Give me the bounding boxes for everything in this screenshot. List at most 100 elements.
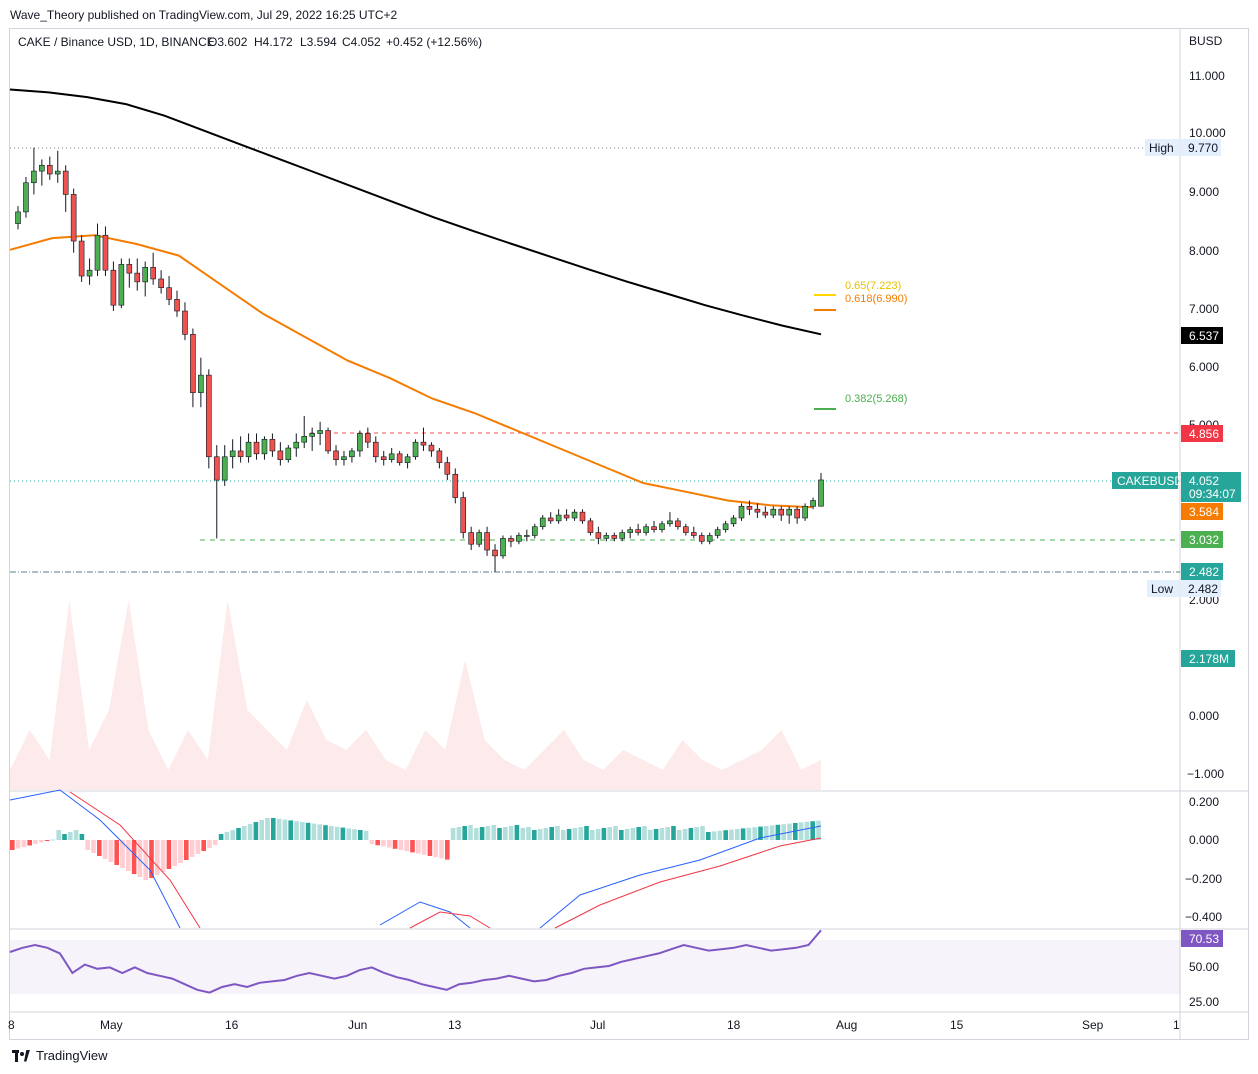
macd-histogram-bar	[601, 828, 607, 840]
macd-histogram-bar	[236, 828, 241, 840]
macd-histogram-bar	[317, 824, 322, 840]
macd-histogram-bar	[56, 830, 61, 840]
macd-histogram-bar	[485, 826, 491, 840]
macd-histogram-bar	[427, 840, 433, 856]
macd-histogram-bar	[804, 821, 810, 840]
macd-histogram-bar	[114, 840, 119, 865]
candle-body	[778, 508, 785, 516]
macd-histogram-bar	[578, 827, 583, 840]
rsi-line	[9, 929, 822, 994]
candle-body	[182, 310, 188, 335]
candle-body	[571, 511, 578, 519]
candle-body	[325, 430, 331, 452]
candle-body	[253, 441, 260, 455]
macd-histogram-bar	[68, 832, 73, 840]
candle-body	[786, 508, 792, 516]
macd-histogram-bar	[178, 840, 183, 863]
candle-body	[309, 433, 315, 437]
candle-body	[39, 164, 45, 172]
macd-histogram-bar	[201, 840, 206, 851]
macd-histogram-bar	[120, 840, 125, 868]
macd-histogram-bar	[746, 827, 752, 840]
candle-body	[810, 500, 816, 507]
candle-body	[563, 514, 570, 519]
ema200-tag: 6.537	[1189, 329, 1219, 343]
price-tick: 10.000	[1189, 126, 1226, 140]
price-tick: 8.000	[1189, 244, 1219, 258]
candle-body	[730, 517, 737, 525]
tradingview-logo[interactable]: TradingView	[12, 1048, 108, 1063]
macd-histogram-bar	[798, 822, 804, 840]
macd-histogram-bar	[363, 830, 369, 840]
ema-fast-line	[9, 234, 813, 509]
legend-symbol: CAKE / Binance USD, 1D, BINANCE	[18, 35, 215, 49]
macd-histogram-bar	[387, 840, 392, 848]
candle-body	[627, 529, 633, 533]
macd-histogram-bar	[723, 830, 728, 840]
candle-body	[587, 520, 594, 533]
candle-body	[134, 272, 141, 283]
macd-histogram-bar	[224, 832, 230, 840]
macd-histogram-bar	[253, 822, 259, 840]
price-tick: 6.000	[1189, 360, 1219, 374]
candle-body	[190, 334, 196, 393]
macd-histogram-bar	[329, 826, 334, 840]
candle-body	[142, 266, 149, 283]
publish-caption: Wave_Theory published on TradingView.com…	[10, 8, 398, 22]
fib-0618-label: 0.618(6.990)	[845, 293, 907, 305]
candle-body	[293, 441, 300, 449]
rsi-tag: 70.53	[1189, 932, 1219, 946]
macd-histogram-bar	[230, 830, 235, 840]
macd-histogram-bar	[775, 824, 781, 840]
ema200-tag-bg	[1181, 327, 1223, 344]
macd-histogram-bar	[752, 827, 757, 840]
macd-histogram-bar	[659, 828, 665, 840]
tradingview-logo-icon	[12, 1049, 30, 1062]
resistance-tag-bg	[1181, 425, 1223, 442]
macd-histogram-bar	[311, 823, 317, 840]
macd-histogram-bar	[456, 827, 462, 840]
candle-body	[539, 517, 546, 528]
time-tick: 18	[727, 1018, 741, 1032]
macd-histogram-bar	[398, 840, 404, 850]
macd-histogram-bar	[682, 829, 688, 840]
candle-body	[86, 269, 93, 277]
price-tick: 11.000	[1189, 69, 1225, 83]
macd-histogram-bar	[624, 829, 630, 840]
macd-histogram-bar	[131, 840, 137, 874]
signal-line	[409, 911, 491, 929]
macd-histogram-bar	[143, 840, 148, 880]
macd-histogram-bar	[508, 826, 514, 840]
candle-body	[174, 299, 180, 312]
macd-histogram-bar	[781, 824, 786, 840]
macd-histogram-bar	[79, 834, 85, 840]
macd-histogram-bar	[561, 830, 566, 840]
candle-body	[683, 526, 689, 533]
symbol-tag: CAKEBUSD	[1117, 474, 1183, 488]
macd-histogram-bar	[108, 840, 114, 862]
candle-body	[102, 234, 109, 271]
macd-histogram-bar	[613, 826, 618, 840]
macd-histogram-bar	[636, 827, 641, 840]
candle-body	[357, 433, 363, 452]
candle-body	[698, 535, 705, 542]
chart-frame[interactable]	[9, 28, 1249, 1040]
candle-body	[341, 456, 347, 460]
macd-histogram-bar	[155, 840, 160, 875]
candle-body	[277, 450, 284, 460]
candle-body	[722, 523, 729, 530]
legend-open: O3.602	[208, 35, 248, 49]
price-tick: 7.000	[1189, 302, 1219, 316]
candle-body	[818, 479, 824, 507]
time-tick: 13	[448, 1018, 462, 1032]
volume-tag-bg	[1181, 650, 1235, 667]
candle-body	[452, 473, 459, 498]
bottom-tag-bg	[1181, 563, 1223, 580]
macd-histogram-bar	[653, 829, 659, 840]
candle-body	[166, 287, 172, 300]
macd-histogram-bar	[630, 828, 636, 840]
macd-tick: 0.000	[1189, 833, 1219, 847]
candle-body	[468, 532, 474, 545]
candle-body	[420, 441, 427, 446]
